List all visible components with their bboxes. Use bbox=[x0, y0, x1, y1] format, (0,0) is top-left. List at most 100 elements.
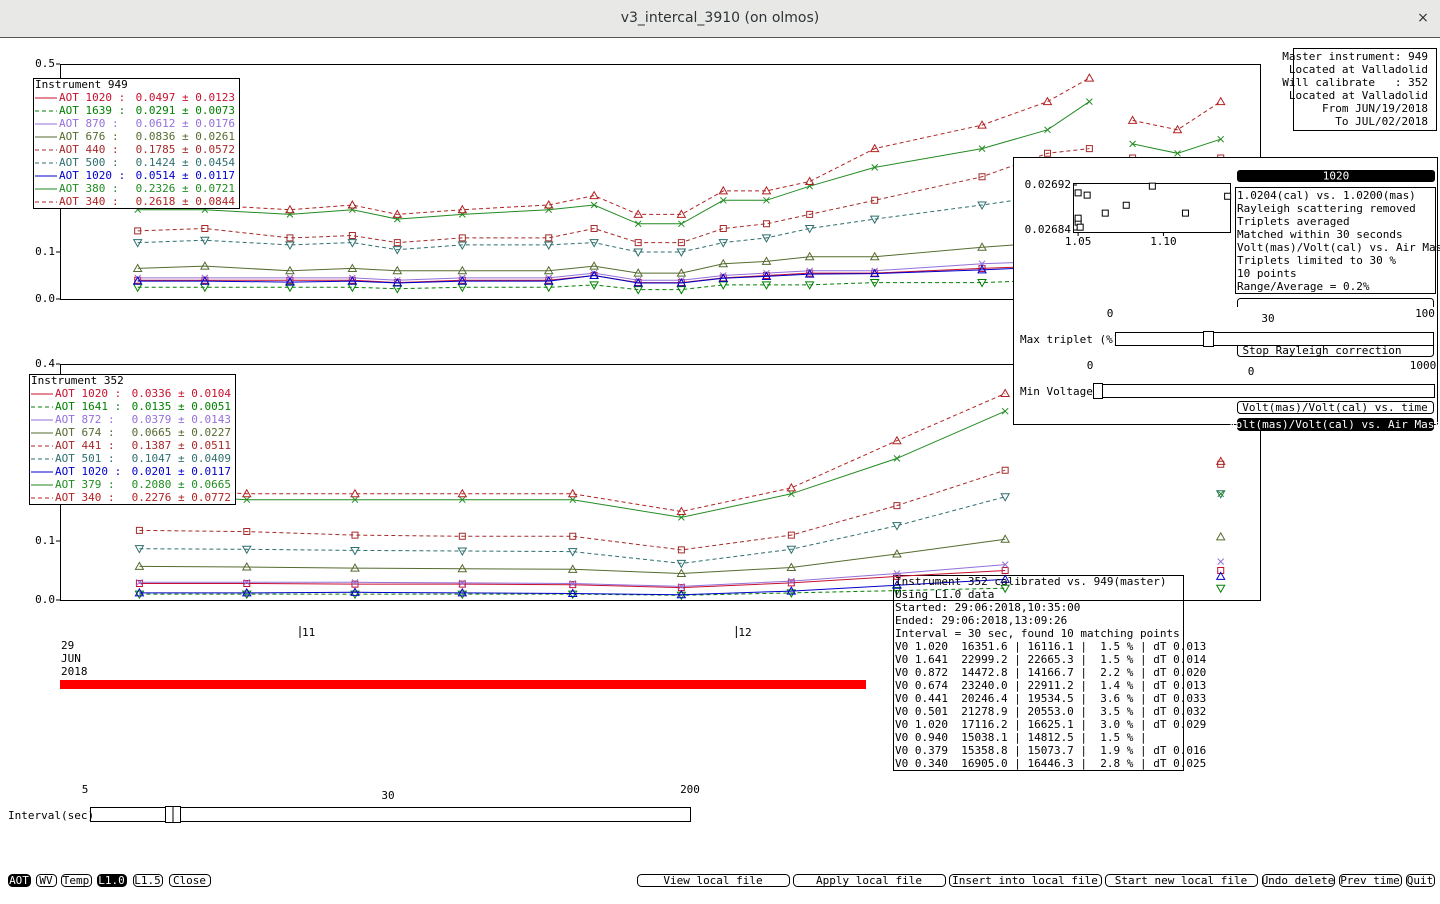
marker bbox=[285, 277, 295, 286]
button-label[interactable]: Start new local file bbox=[1115, 874, 1247, 887]
slider-thumb[interactable] bbox=[1203, 331, 1214, 347]
marker bbox=[1215, 490, 1226, 499]
marker bbox=[633, 268, 644, 277]
marker bbox=[567, 548, 578, 557]
marker bbox=[1217, 135, 1225, 143]
x-tick-label: 11 bbox=[302, 626, 315, 639]
panel-button-label[interactable]: Volt(mas)/Volt(cal) vs. Air Mass bbox=[1229, 418, 1440, 431]
panel-button[interactable] bbox=[1237, 418, 1434, 431]
marker bbox=[1172, 124, 1183, 134]
marker bbox=[719, 196, 727, 204]
button-label[interactable]: Prev time bbox=[1340, 874, 1400, 887]
button-label[interactable]: WV bbox=[39, 874, 53, 887]
series-line bbox=[139, 464, 1220, 550]
marker bbox=[718, 258, 729, 268]
stop-button-label[interactable]: Stop Rayleigh correction bbox=[1243, 344, 1402, 357]
marker bbox=[718, 273, 729, 282]
panel-button[interactable] bbox=[1237, 401, 1434, 414]
slider-thumb[interactable] bbox=[1093, 383, 1103, 399]
button-label[interactable]: L1.0 bbox=[98, 874, 125, 887]
interval-track[interactable] bbox=[90, 807, 691, 822]
legend-name: AOT 501 : bbox=[55, 452, 115, 465]
info-line: V0 0.441 20246.4 | 19534.5 | 3.6 % | dT … bbox=[895, 692, 1206, 705]
interval-scale: 200 bbox=[680, 783, 700, 796]
slider-track[interactable] bbox=[1115, 332, 1434, 346]
legend-stat: 0.0379 ± 0.0143 bbox=[132, 413, 231, 426]
legend-name: AOT 1020 : bbox=[59, 91, 125, 104]
y-tick-label: 0.1 bbox=[35, 534, 55, 547]
marker bbox=[892, 587, 902, 596]
button-label[interactable]: Undo delete bbox=[1262, 874, 1335, 887]
time-range-bar bbox=[60, 680, 866, 689]
button[interactable] bbox=[1105, 874, 1258, 887]
marker bbox=[1215, 531, 1226, 541]
button[interactable] bbox=[793, 874, 946, 887]
legend-stat: 0.2276 ± 0.0772 bbox=[132, 491, 231, 504]
button-label[interactable]: View local file bbox=[663, 874, 762, 887]
marker bbox=[1000, 534, 1011, 543]
button-label[interactable]: Quit bbox=[1407, 874, 1434, 887]
info-line: V0 1.641 22999.2 | 22665.3 | 1.5 % | dT … bbox=[895, 653, 1207, 666]
marker bbox=[567, 590, 578, 600]
button-label[interactable]: Insert into local file bbox=[952, 874, 1098, 887]
marker bbox=[286, 234, 294, 242]
marker bbox=[285, 283, 295, 293]
marker bbox=[241, 488, 252, 498]
marker bbox=[718, 185, 729, 195]
button-label[interactable]: L1.5 bbox=[134, 874, 161, 887]
button-label[interactable]: Close bbox=[173, 874, 206, 887]
marker bbox=[393, 239, 401, 247]
marker bbox=[458, 532, 466, 540]
x-tick-label: 1.05 bbox=[1065, 235, 1092, 248]
button[interactable] bbox=[61, 874, 92, 887]
marker bbox=[977, 264, 987, 274]
date-label: 2018 bbox=[61, 665, 88, 678]
marker bbox=[543, 276, 554, 285]
panel-button-label[interactable]: Volt(mas)/Volt(cal) vs. time bbox=[1242, 401, 1427, 414]
button[interactable] bbox=[949, 874, 1102, 887]
button[interactable] bbox=[1339, 874, 1402, 887]
button-label[interactable]: AOT bbox=[9, 874, 29, 887]
marker bbox=[633, 209, 644, 218]
button[interactable] bbox=[1406, 874, 1435, 887]
button[interactable] bbox=[637, 874, 790, 887]
slider-scale: 1000 bbox=[1410, 359, 1437, 372]
button[interactable] bbox=[36, 874, 57, 887]
marker bbox=[543, 241, 554, 250]
marker bbox=[678, 583, 685, 590]
scatter-point bbox=[1083, 191, 1091, 199]
legend-stat: 0.0201 ± 0.0117 bbox=[132, 465, 231, 478]
interval-label: Interval(sec) bbox=[8, 809, 94, 822]
info-line: V0 0.940 15038.1 | 14812.5 | 1.5 % | bbox=[895, 731, 1147, 744]
marker bbox=[676, 559, 687, 569]
marker bbox=[569, 532, 577, 540]
master-line: Will calibrate : 352 bbox=[1282, 76, 1428, 89]
marker bbox=[457, 204, 468, 214]
button[interactable] bbox=[8, 874, 31, 887]
slider-scale: 30 bbox=[1261, 312, 1274, 325]
slider-label: Max triplet (%) bbox=[1020, 333, 1119, 346]
marker bbox=[1217, 490, 1225, 498]
marker bbox=[718, 239, 729, 248]
marker bbox=[633, 278, 644, 287]
marker bbox=[761, 271, 772, 280]
marker bbox=[869, 251, 880, 261]
marker bbox=[200, 236, 210, 246]
button[interactable] bbox=[133, 874, 163, 887]
slider-track[interactable] bbox=[1095, 384, 1435, 398]
marker bbox=[200, 276, 210, 285]
marker bbox=[589, 190, 599, 200]
marker bbox=[132, 239, 143, 248]
close-icon[interactable]: × bbox=[1417, 10, 1429, 26]
button-label[interactable]: Apply local file bbox=[816, 874, 922, 887]
button-label[interactable]: Temp bbox=[63, 874, 90, 887]
button[interactable] bbox=[169, 874, 211, 887]
interval-scale: 5 bbox=[82, 783, 89, 796]
marker bbox=[347, 276, 358, 285]
legend-stat: 0.2326 ± 0.0721 bbox=[136, 182, 235, 195]
panel-line: Triplets averaged bbox=[1237, 215, 1350, 228]
marker bbox=[567, 588, 578, 598]
marker bbox=[285, 265, 295, 275]
button[interactable] bbox=[1262, 874, 1335, 887]
button[interactable] bbox=[97, 874, 127, 887]
